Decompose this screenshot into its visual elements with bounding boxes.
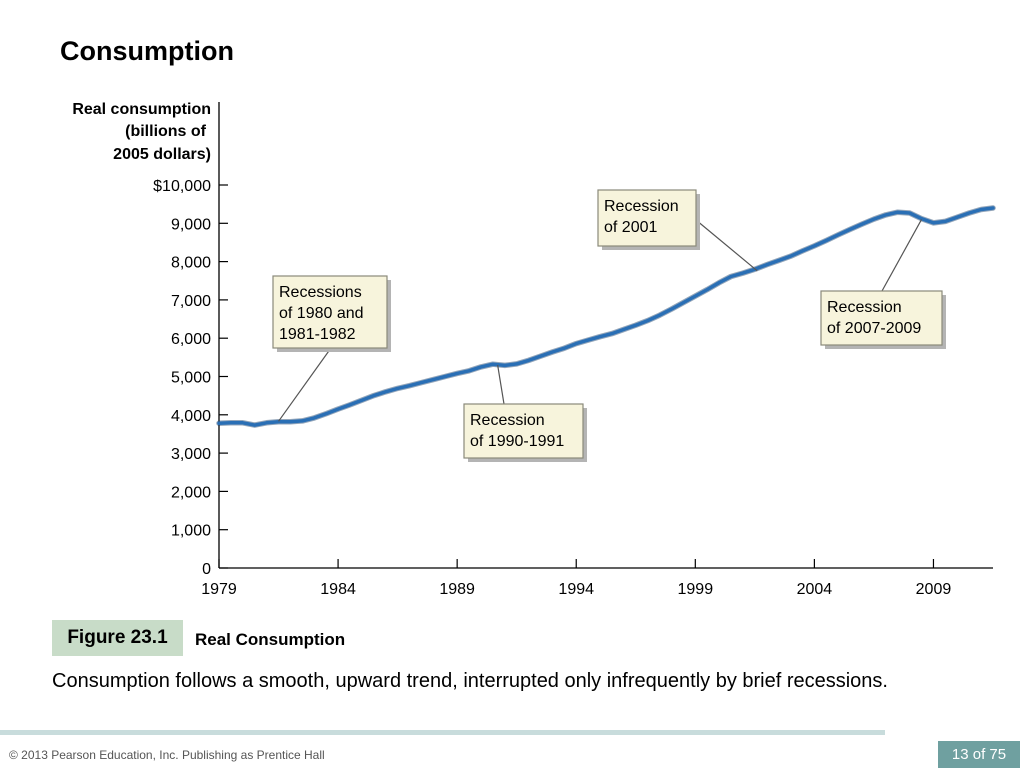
y-tick-label: 7,000 — [171, 293, 211, 310]
y-axis-label: Real consumption (billions of 2005 dolla… — [72, 101, 211, 163]
x-tick-label: 2009 — [916, 581, 952, 598]
y-tick-label: $10,000 — [153, 178, 211, 195]
x-tick-label: 2004 — [797, 581, 833, 598]
y-tick-label: 6,000 — [171, 331, 211, 348]
annotation-text: Recession — [827, 299, 902, 316]
series-line — [217, 206, 995, 427]
consumption-line-chart: Real consumption (billions of 2005 dolla… — [72, 101, 996, 598]
y-tick-label: 5,000 — [171, 370, 211, 387]
page-indicator[interactable]: 13 of 75 — [938, 741, 1020, 768]
annotation-leader-line — [695, 219, 758, 272]
annotation-callout: Recession of 1990-1991 — [463, 364, 587, 462]
annotation-text: of 1980 and — [279, 305, 364, 322]
annotation-box — [463, 403, 584, 459]
y-axis-label-line-1: Real consumption — [72, 101, 211, 118]
copyright-notice: © 2013 Pearson Education, Inc. Publishin… — [9, 748, 325, 762]
annotation-text: of 1990-1991 — [470, 433, 564, 450]
annotation-callout: Recessions of 1980 and 1981-1982 — [272, 275, 391, 422]
annotation-box — [272, 275, 388, 349]
annotation-leader-line — [278, 347, 332, 422]
y-tick-label: 4,000 — [171, 408, 211, 425]
y-tick-label: 1,000 — [171, 523, 211, 540]
annotation-leader-line — [881, 219, 923, 292]
annotation-text: 1981-1982 — [279, 326, 356, 343]
annotation-callout: Recession of 2001 — [597, 189, 758, 272]
annotation-text: Recession — [604, 198, 679, 215]
y-axis-label-line-2: (billions of — [125, 123, 207, 140]
annotation-callout: Recession of 2007-2009 — [820, 219, 946, 349]
figure-label-badge: Figure 23.1 — [52, 620, 183, 656]
annotation-text: Recession — [470, 412, 545, 429]
figure-description: Consumption follows a smooth, upward tre… — [52, 670, 888, 692]
chart-series — [216, 205, 996, 428]
annotation-leader-line — [497, 364, 505, 405]
x-tick-label: 1984 — [320, 581, 356, 598]
chart-annotations: Recessions of 1980 and 1981-1982 Recession o… — [272, 189, 946, 462]
annotation-box — [597, 189, 697, 247]
annotation-text: Recessions — [279, 284, 362, 301]
x-tick-label: 1979 — [201, 581, 237, 598]
chart-ticks: 0 1,000 2,000 3,000 4,000 5,000 6,000 7,000 8,00… — [153, 178, 951, 598]
figure-caption: Real Consumption — [195, 630, 346, 649]
y-tick-label: 0 — [202, 561, 211, 578]
annotation-text: of 2001 — [604, 219, 657, 236]
x-tick-label: 1989 — [439, 581, 475, 598]
footer-divider — [0, 730, 885, 735]
x-tick-label: 1994 — [558, 581, 594, 598]
y-tick-label: 3,000 — [171, 446, 211, 463]
annotation-box — [820, 290, 943, 346]
y-axis-label-line-3: 2005 dollars) — [113, 146, 211, 163]
y-tick-label: 9,000 — [171, 216, 211, 233]
slide-title: Consumption — [60, 36, 234, 66]
y-tick-label: 2,000 — [171, 484, 211, 501]
y-tick-label: 8,000 — [171, 255, 211, 272]
annotation-text: of 2007-2009 — [827, 320, 921, 337]
x-tick-label: 1999 — [678, 581, 714, 598]
chart-axes — [218, 102, 993, 569]
